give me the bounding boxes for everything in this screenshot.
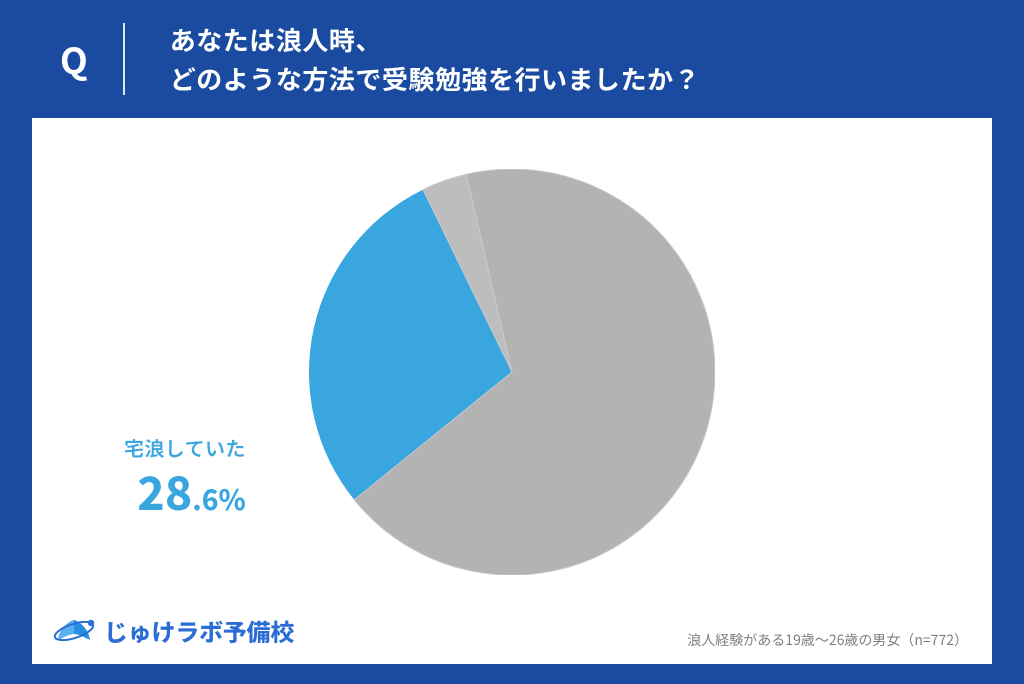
logo-text: じゅけラボ予備校 xyxy=(104,613,294,648)
slice-percent: 28.6% xyxy=(124,468,246,514)
header: Q あなたは浪人時、 どのような方法で受験勉強を行いましたか？ xyxy=(0,0,1024,118)
pie-chart xyxy=(309,169,715,580)
question-text: あなたは浪人時、 どのような方法で受験勉強を行いましたか？ xyxy=(170,20,700,98)
logo-icon xyxy=(52,610,96,650)
slice-label-takurou: 宅浪していた 28.6% xyxy=(124,433,246,514)
sample-note: 浪人経験がある19歳～26歳の男女（n=772） xyxy=(687,630,968,650)
question-line-2: どのような方法で受験勉強を行いましたか？ xyxy=(170,59,700,98)
question-badge: Q xyxy=(60,23,125,95)
slice-percent-small: .6% xyxy=(192,479,246,519)
chart-panel: 宅浪していた 28.6% じゅけラボ予備校 浪人経験がある19歳～26歳の男女（… xyxy=(32,118,992,664)
brand-logo: じゅけラボ予備校 xyxy=(52,610,294,650)
slice-percent-big: 28 xyxy=(137,458,192,524)
pie-svg xyxy=(309,169,715,575)
question-line-1: あなたは浪人時、 xyxy=(170,20,700,59)
